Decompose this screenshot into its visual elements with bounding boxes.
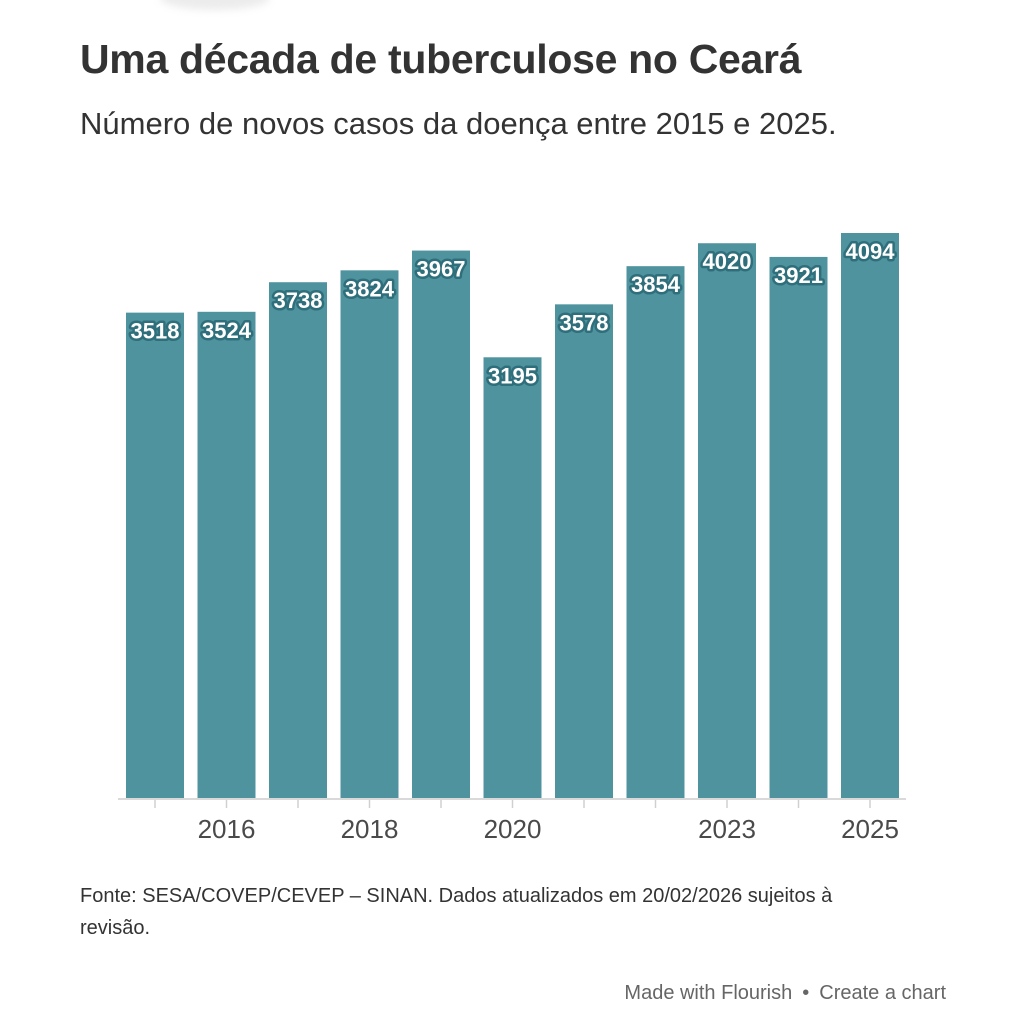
data-label-2023: 4020 xyxy=(703,249,752,274)
chart-subtitle: Número de novos casos da doença entre 20… xyxy=(80,106,837,141)
bar-2024[interactable] xyxy=(769,256,828,799)
data-label-2015: 3518 xyxy=(131,319,180,344)
footer-separator: • xyxy=(802,982,810,1004)
data-labels-group: 3518 3524 3738 3824 3967 3195 3578 3854 4020 3921… xyxy=(128,237,898,391)
bar-2023[interactable] xyxy=(698,243,756,799)
x-axis-ticks: 2016 2018 2020 2023 2025 xyxy=(154,800,899,844)
data-label-2024: 3921 xyxy=(774,263,823,288)
tick-label-2025: 2025 xyxy=(841,814,899,844)
footer: Made with Flourish • Create a chart xyxy=(624,982,946,1005)
chart-title: Uma década de tuberculose no Ceará xyxy=(80,36,802,82)
data-label-2021: 3578 xyxy=(560,310,609,335)
made-with-flourish-link[interactable]: Made with Flourish xyxy=(624,982,793,1004)
data-label-2022: 3854 xyxy=(631,272,681,297)
bar-2017[interactable] xyxy=(269,282,327,799)
source-note: Fonte: SESA/COVEP/CEVEP – SINAN. Dados a… xyxy=(80,885,833,939)
tick-label-2018: 2018 xyxy=(341,814,399,844)
bar-2021[interactable] xyxy=(555,304,613,799)
data-label-2019: 3967 xyxy=(417,257,466,282)
tick-label-2023: 2023 xyxy=(698,814,756,844)
bar-2025[interactable] xyxy=(841,233,899,799)
tick-label-2016: 2016 xyxy=(198,814,256,844)
bar-2019[interactable] xyxy=(412,250,470,800)
data-label-2017: 3738 xyxy=(274,288,323,313)
bar-chart: 2016 2018 2020 2023 2025 3518 3524 3738 3824 396… xyxy=(118,233,906,844)
bar-2022[interactable] xyxy=(626,266,685,799)
bar-2020[interactable] xyxy=(483,357,542,799)
data-label-2020: 3195 xyxy=(488,363,537,388)
bar-2015[interactable] xyxy=(126,312,184,799)
data-label-2025: 4094 xyxy=(846,239,896,264)
bar-2018[interactable] xyxy=(340,270,399,800)
top-shadow xyxy=(160,0,270,10)
bars-group xyxy=(126,233,899,800)
bar-2016[interactable] xyxy=(197,311,256,799)
data-label-2018: 3824 xyxy=(345,276,395,301)
create-chart-link[interactable]: Create a chart xyxy=(819,982,946,1004)
tick-label-2020: 2020 xyxy=(484,814,542,844)
data-label-2016: 3524 xyxy=(202,318,252,343)
